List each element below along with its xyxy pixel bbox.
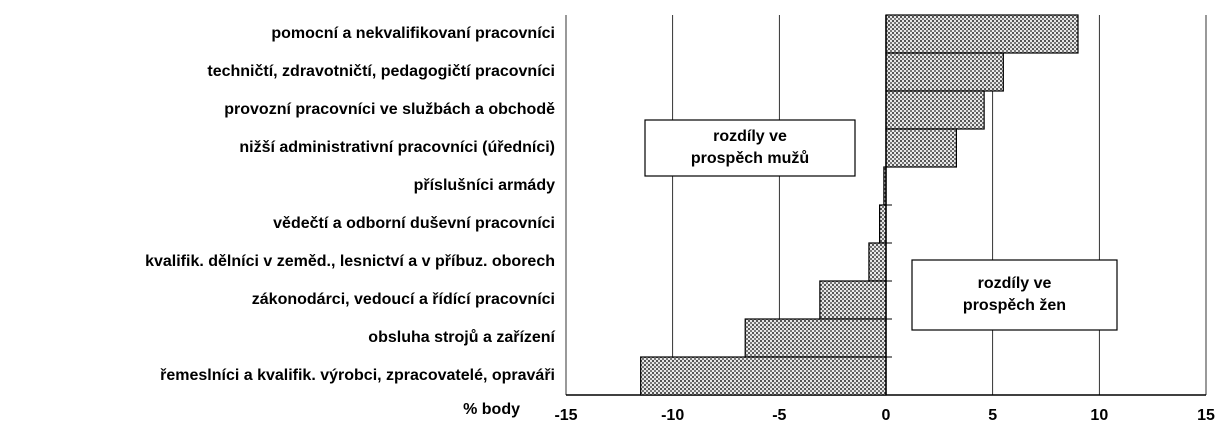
x-tick-label: -15 (554, 407, 577, 424)
bar (819, 280, 887, 320)
bar (885, 128, 958, 168)
bar (640, 356, 887, 396)
y-tick-label: provozní pracovníci ve službách a obchod… (224, 101, 555, 118)
bar (878, 204, 887, 244)
bar (744, 318, 887, 358)
bar (885, 14, 1079, 54)
annotation-text: prospěch mužů (691, 150, 809, 167)
x-tick-label: 15 (1197, 407, 1215, 424)
annotation-box (644, 119, 856, 177)
bar (868, 242, 887, 282)
x-tick-label: 0 (882, 407, 891, 424)
x-tick-label: 5 (988, 407, 997, 424)
x-axis-label: % body (463, 401, 520, 418)
annotation-text: prospěch žen (963, 297, 1066, 314)
bar (885, 52, 1004, 92)
x-tick-label: 10 (1090, 407, 1108, 424)
y-tick-label: vědečtí a odborní duševní pracovníci (273, 215, 555, 232)
y-tick-label: obsluha strojů a zařízení (368, 329, 555, 346)
y-tick-label: příslušníci armády (414, 177, 555, 194)
y-tick-label: kvalifik. dělníci v zeměd., lesnictví a … (145, 253, 555, 270)
bar (885, 90, 985, 130)
y-tick-label: pomocní a nekvalifikovaní pracovníci (271, 25, 555, 42)
annotation-text: rozdíly ve (978, 275, 1052, 292)
y-tick-label: zákonodárci, vedoucí a řídící pracovníci (252, 291, 555, 308)
y-tick-label: nižší administrativní pracovníci (úřední… (239, 139, 555, 156)
y-tick-label: řemeslníci a kvalifik. výrobci, zpracova… (160, 367, 555, 384)
x-tick-label: -10 (661, 407, 684, 424)
annotation-text: rozdíly ve (713, 128, 787, 145)
annotation-box (911, 259, 1118, 331)
y-tick-label: techničtí, zdravotničtí, pedagogičtí pra… (207, 63, 555, 80)
x-tick-label: -5 (772, 407, 786, 424)
